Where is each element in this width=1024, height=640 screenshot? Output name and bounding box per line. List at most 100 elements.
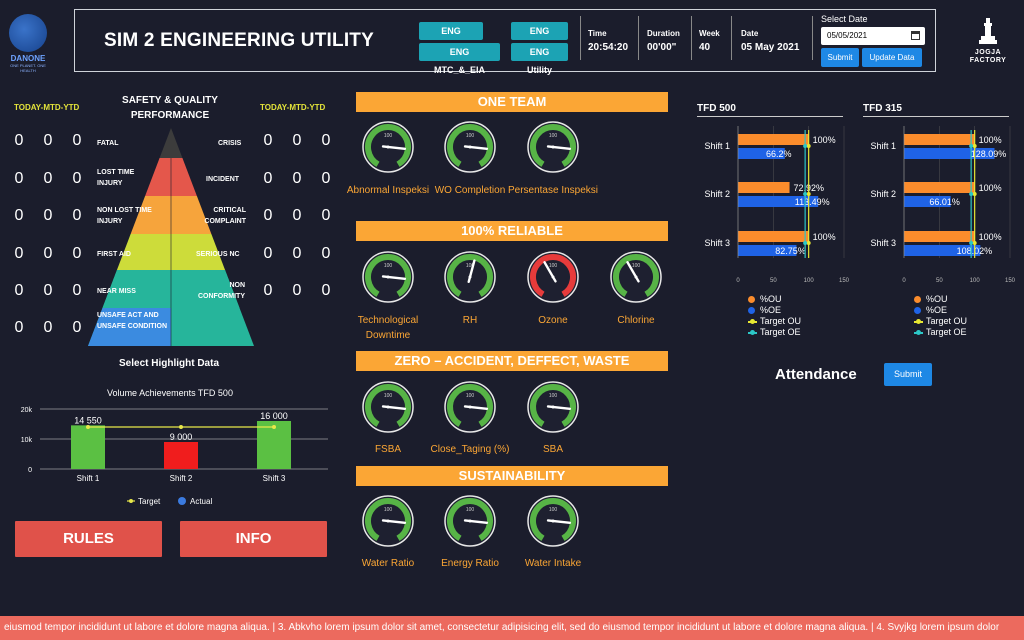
volume-bar[interactable] xyxy=(71,425,105,469)
oe-bar[interactable] xyxy=(738,148,785,159)
gauge-meter[interactable]: 100 xyxy=(526,380,580,434)
safety-count: 0 xyxy=(263,245,273,262)
gauge-meter[interactable]: 100 xyxy=(361,380,415,434)
y-tick-label: 0 xyxy=(28,467,32,474)
gauge-meter[interactable]: 100 xyxy=(526,250,580,304)
ou-bar[interactable] xyxy=(738,182,790,193)
legend-item[interactable]: Target OE xyxy=(748,327,801,338)
monument-icon xyxy=(979,18,997,44)
gauge-meter[interactable]: 100 xyxy=(443,494,497,548)
gauge-arc xyxy=(530,384,576,427)
bar-value-label: 9 000 xyxy=(170,432,193,442)
safety-count: 0 xyxy=(321,207,331,224)
legend-item[interactable]: %OE xyxy=(914,305,967,316)
date-input-value: 05/05/2021 xyxy=(827,31,868,40)
target-ou-point[interactable] xyxy=(972,241,977,245)
gauge-hub xyxy=(468,405,472,409)
header-divider xyxy=(691,16,692,60)
gauge-meter[interactable]: 100 xyxy=(443,380,497,434)
oe-bar[interactable] xyxy=(738,245,797,256)
gauge-meter[interactable]: 100 xyxy=(443,250,497,304)
ou-value-label: 100% xyxy=(813,135,836,145)
x-category-label: Shift 3 xyxy=(263,474,286,483)
target-ou-point[interactable] xyxy=(972,144,977,148)
oe-bar[interactable] xyxy=(904,245,981,256)
legend-item[interactable]: %OU xyxy=(748,294,801,305)
gauge-label: Close_Taging (%) xyxy=(430,444,510,455)
gauge-label: SBA xyxy=(542,444,563,455)
safety-count: 0 xyxy=(263,282,273,299)
target-oe-point[interactable] xyxy=(969,241,974,245)
legend-item[interactable]: Target OU xyxy=(748,316,801,327)
safety-count: 0 xyxy=(292,282,302,299)
gauge-meter[interactable]: 100 xyxy=(443,120,497,174)
eng-wwtp-button[interactable]: ENG WWTP xyxy=(511,22,568,54)
ou-bar[interactable] xyxy=(738,134,809,145)
calendar-icon[interactable] xyxy=(911,31,920,40)
volume-bar[interactable] xyxy=(164,442,198,469)
oe-bar[interactable] xyxy=(738,196,819,207)
eng-utility-button[interactable]: ENG Utility xyxy=(511,43,568,75)
x-category-label: Shift 2 xyxy=(170,474,193,483)
gauge-hub xyxy=(551,519,555,523)
gauge-center-label: 100 xyxy=(632,263,641,269)
oe-bar[interactable] xyxy=(904,148,995,159)
label-incident: INCIDENT xyxy=(206,176,240,183)
gauge-meter[interactable]: 100 xyxy=(526,120,580,174)
date-input[interactable]: 05/05/2021 xyxy=(821,27,925,45)
safety-count: 0 xyxy=(263,170,273,187)
gauge-center-label: 100 xyxy=(549,393,558,399)
pyramid-level-unsafe-act[interactable] xyxy=(88,308,171,346)
target-ou-point[interactable] xyxy=(806,144,811,148)
safety-count: 0 xyxy=(321,132,331,149)
info-button[interactable]: INFO xyxy=(180,521,327,557)
legend-item[interactable]: %OE xyxy=(748,305,801,316)
target-ou-point[interactable] xyxy=(972,192,977,196)
gauge-arc xyxy=(365,124,411,167)
gauge-meter[interactable]: 100 xyxy=(609,250,663,304)
target-oe-point[interactable] xyxy=(803,144,808,148)
oe-value-label: 82.75% xyxy=(775,246,806,256)
legend-item[interactable]: Target OU xyxy=(914,316,967,327)
eng-general-button[interactable]: ENG General xyxy=(419,22,483,54)
legend-item[interactable]: Target OE xyxy=(914,327,967,338)
gauge-meter[interactable]: 100 xyxy=(361,494,415,548)
safety-count: 0 xyxy=(14,132,24,149)
danone-brand-text: DANONE xyxy=(10,54,46,63)
gauge-hub xyxy=(386,519,390,523)
x-tick-label: 150 xyxy=(839,278,850,284)
gauge-center-label: 100 xyxy=(466,507,475,513)
oe-bar[interactable] xyxy=(904,196,951,207)
eng-mtc-eia-button[interactable]: ENG MTC_&_EIA xyxy=(419,43,500,75)
target-point[interactable] xyxy=(179,425,183,429)
target-oe-point[interactable] xyxy=(803,192,808,196)
legend-label: %OU xyxy=(760,294,782,304)
gauge-label: Chlorine xyxy=(617,315,655,326)
gauge-hub xyxy=(551,145,555,149)
header-submit-button[interactable]: Submit xyxy=(821,48,859,67)
ou-bar[interactable] xyxy=(904,182,975,193)
ou-bar[interactable] xyxy=(904,231,975,242)
safety-count: 0 xyxy=(292,207,302,224)
target-oe-point[interactable] xyxy=(803,241,808,245)
pyramid-level-fatal[interactable] xyxy=(159,128,183,158)
jogja-factory-logo: JOGJA FACTORY xyxy=(965,18,1011,65)
attendance-submit-button[interactable]: Submit xyxy=(884,363,932,386)
rules-button[interactable]: RULES xyxy=(15,521,162,557)
gauge-meter[interactable]: 100 xyxy=(361,120,415,174)
target-point[interactable] xyxy=(272,425,276,429)
target-point[interactable] xyxy=(86,425,90,429)
legend-item[interactable]: %OU xyxy=(914,294,967,305)
target-oe-point[interactable] xyxy=(969,144,974,148)
ou-bar[interactable] xyxy=(904,134,975,145)
ou-bar[interactable] xyxy=(738,231,809,242)
gauge-meter[interactable]: 100 xyxy=(526,494,580,548)
target-ou-point[interactable] xyxy=(806,192,811,196)
gauge-hub xyxy=(468,519,472,523)
update-data-button[interactable]: Update Data xyxy=(862,48,922,67)
target-oe-point[interactable] xyxy=(969,192,974,196)
target-ou-point[interactable] xyxy=(806,241,811,245)
label-critical-complaint: CRITICAL COMPLAINT xyxy=(204,207,246,225)
y-category-label: Shift 2 xyxy=(704,189,730,199)
gauge-meter[interactable]: 100 xyxy=(361,250,415,304)
